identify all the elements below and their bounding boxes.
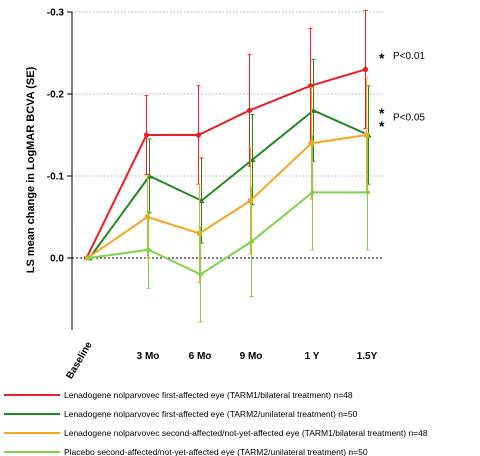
p-value-label: P<0.01 <box>393 51 425 62</box>
legend-label: Lenadogene nolparvovec second-affected/n… <box>64 428 428 438</box>
p-value-label: P<0.05 <box>393 113 425 124</box>
data-point <box>246 107 253 113</box>
x-tick-label: 6 Mo <box>189 351 212 362</box>
significance-star: * <box>379 50 385 66</box>
data-point <box>145 214 150 220</box>
series-1 <box>83 9 369 261</box>
series-line <box>85 68 366 259</box>
x-tick-label: Baseline <box>65 340 95 382</box>
data-point <box>195 132 202 138</box>
series-line <box>88 191 368 276</box>
y-axis-ticks: -0.3 -0.2 -0.1 0.0 <box>47 8 72 265</box>
x-axis-ticks: Baseline 3 Mo 6 Mo 9 Mo 1 Y 1.5Y <box>65 340 378 382</box>
data-point <box>197 271 204 278</box>
gridlines <box>72 11 384 259</box>
legend-item-4: Placebo second-affected/not-yet-affected… <box>4 447 368 456</box>
annotations: * P<0.01**P<0.05 <box>379 50 425 134</box>
data-point <box>248 198 253 204</box>
x-tick-label: 9 Mo <box>240 351 263 362</box>
data-point <box>143 132 150 138</box>
y-axis-title: LS mean change in LogMAR BCVA (SE) <box>25 66 37 273</box>
data-point <box>362 66 369 72</box>
data-point <box>248 238 255 245</box>
legend-label: Lenadogene nolparvovec first-affected ey… <box>64 409 358 419</box>
y-tick-label: 0.0 <box>50 254 64 265</box>
significance-annotation: ** P<0.05 <box>379 105 425 134</box>
data-point <box>309 189 316 196</box>
y-tick-label: -0.3 <box>47 8 65 19</box>
series-line <box>88 109 369 259</box>
data-point <box>145 246 152 253</box>
data-point <box>309 140 314 146</box>
x-tick-label: 1 Y <box>305 351 320 362</box>
y-tick-label: -0.1 <box>47 172 65 183</box>
series-line <box>86 134 367 259</box>
series-4 <box>85 134 371 323</box>
x-tick-label: 3 Mo <box>137 351 160 362</box>
legend-item-1: Lenadogene nolparvovec first-affected ey… <box>4 390 353 400</box>
significance-annotation: * P<0.01 <box>379 50 425 66</box>
data-point <box>197 230 202 236</box>
data-point <box>364 189 371 196</box>
y-tick-label: -0.2 <box>47 90 65 101</box>
legend-item-2: Lenadogene nolparvovec first-affected ey… <box>4 409 358 419</box>
significance-star: * <box>379 118 385 134</box>
legend: Lenadogene nolparvovec first-affected ey… <box>4 390 428 456</box>
legend-label: Placebo second-affected/not-yet-affected… <box>64 447 368 456</box>
significance-star: * <box>379 105 385 121</box>
legend-label: Lenadogene nolparvovec first-affected ey… <box>64 390 353 400</box>
legend-item-3: Lenadogene nolparvovec second-affected/n… <box>4 428 428 438</box>
x-tick-label: 1.5Y <box>357 351 378 362</box>
data-point <box>85 255 92 261</box>
series-layer <box>83 9 372 323</box>
